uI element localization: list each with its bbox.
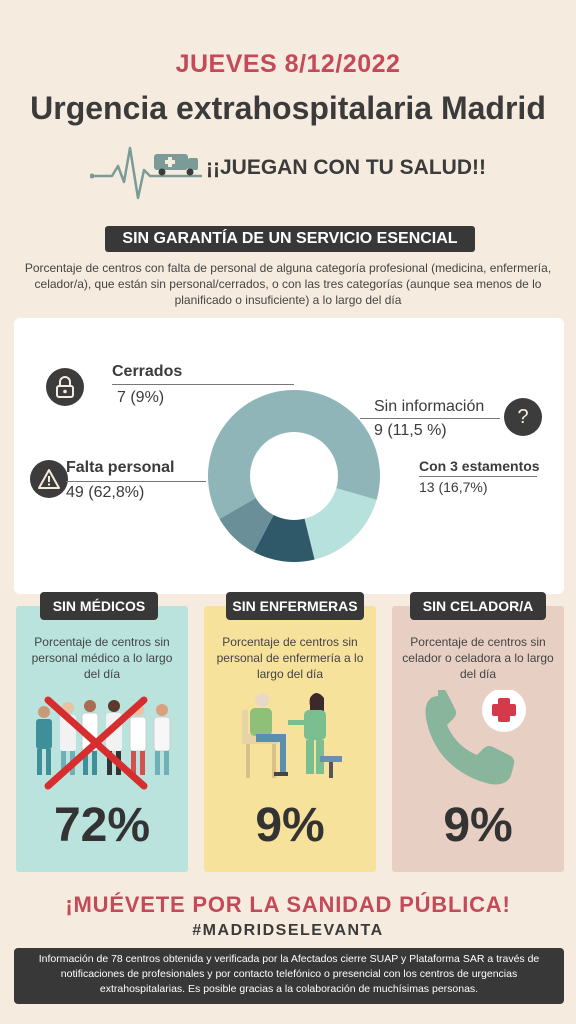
- slice-value-cerrados: 7 (9%): [117, 389, 165, 406]
- slice-label-falta-personal: Falta personal: [66, 459, 175, 476]
- slogan-text: ¡¡JUEGAN CON TU SALUD!!: [206, 156, 486, 179]
- card-percentage: 72%: [53, 799, 151, 852]
- slice-label-sin-informacion: Sin información: [374, 398, 485, 415]
- footer-note: Información de 78 centros obtenida y ver…: [14, 948, 564, 1004]
- card-percentage: 9%: [443, 799, 513, 852]
- phone-medical-icon: [425, 690, 526, 785]
- label-line: [112, 384, 294, 385]
- warning-icon: [30, 460, 68, 498]
- card-title-sin-enfermeras: SIN ENFERMERAS: [226, 592, 364, 620]
- card-sin-enfermeras: Porcentaje de centros sin personal de en…: [204, 606, 376, 872]
- section-description: Porcentaje de centros con falta de perso…: [24, 261, 552, 307]
- slice-value-sin-informacion: 9 (11,5 %): [374, 422, 447, 439]
- label-line: [66, 481, 206, 482]
- donut-chart-card: Cerrados 7 (9%) Falta personal 49 (62,8%…: [14, 318, 564, 594]
- lock-icon: [46, 368, 84, 406]
- slice-label-cerrados: Cerrados: [112, 363, 183, 380]
- label-line: [360, 418, 500, 419]
- card-description: Porcentaje de centros sin personal de en…: [216, 635, 364, 681]
- call-to-action: ¡MUÉVETE POR LA SANIDAD PÚBLICA!: [65, 892, 511, 917]
- donut-slice-sin-informaci-n: [254, 476, 315, 562]
- slice-value-falta-personal: 49 (62,8%): [66, 484, 145, 501]
- slice-label-con-3-estamentos: Con 3 estamentos: [419, 458, 540, 474]
- card-description: Porcentaje de centros sin personal médic…: [31, 635, 173, 681]
- section-banner: SIN GARANTÍA DE UN SERVICIO ESENCIAL: [105, 226, 475, 252]
- donut-chart: [207, 389, 380, 562]
- hashtag: #MADRIDSELEVANTA: [192, 922, 384, 939]
- date-heading: JUEVES 8/12/2022: [175, 50, 401, 78]
- card-percentage: 9%: [255, 799, 325, 852]
- card-sin-celador: Porcentaje de centros sin celador o cela…: [392, 606, 564, 872]
- slice-value-con-3-estamentos: 13 (16,7%): [419, 479, 488, 495]
- heartbeat-ambulance-icon: [90, 146, 202, 200]
- card-title-sin-celador: SIN CELADOR/A: [410, 592, 546, 620]
- page-title: Urgencia extrahospitalaria Madrid: [30, 90, 546, 126]
- question-icon: ?: [504, 398, 542, 436]
- card-description: Porcentaje de centros sin celador o cela…: [402, 635, 554, 681]
- card-title-sin-medicos: SIN MÉDICOS: [40, 592, 158, 620]
- doctors-crossed-icon: [36, 696, 171, 790]
- label-line: [419, 476, 537, 477]
- nurse-patient-icon: [242, 693, 342, 778]
- slogan-row: ¡¡JUEGAN CON TU SALUD!!: [90, 142, 510, 202]
- card-sin-medicos: Porcentaje de centros sin personal médic…: [16, 606, 188, 872]
